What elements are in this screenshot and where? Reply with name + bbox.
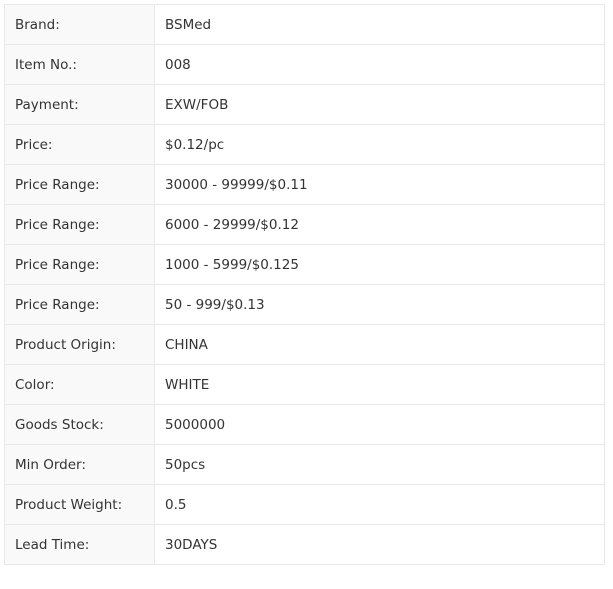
spec-value: EXW/FOB [154, 84, 605, 125]
spec-value: 008 [154, 44, 605, 85]
specs-body: Brand: BSMed Item No.: 008 Payment: EXW/FOB Pr… [4, 4, 605, 565]
spec-label: Payment: [4, 84, 155, 125]
spec-row: Product Origin: CHINA [4, 324, 605, 365]
spec-row: Price Range: 50 - 999/$0.13 [4, 284, 605, 325]
spec-row: Payment: EXW/FOB [4, 84, 605, 125]
spec-row: Price Range: 1000 - 5999/$0.125 [4, 244, 605, 285]
spec-label: Price Range: [4, 244, 155, 285]
spec-value: 5000000 [154, 404, 605, 445]
spec-label: Goods Stock: [4, 404, 155, 445]
spec-value: 6000 - 29999/$0.12 [154, 204, 605, 245]
spec-value: WHITE [154, 364, 605, 405]
spec-label: Price Range: [4, 284, 155, 325]
spec-row: Price Range: 6000 - 29999/$0.12 [4, 204, 605, 245]
spec-value: 50pcs [154, 444, 605, 485]
spec-label: Product Origin: [4, 324, 155, 365]
spec-label: Brand: [4, 4, 155, 45]
product-specs-table: Brand: BSMed Item No.: 008 Payment: EXW/FOB Pr… [4, 4, 605, 565]
spec-row: Item No.: 008 [4, 44, 605, 85]
spec-value: 0.5 [154, 484, 605, 525]
spec-value: 1000 - 5999/$0.125 [154, 244, 605, 285]
spec-value: 30000 - 99999/$0.11 [154, 164, 605, 205]
spec-value: $0.12/pc [154, 124, 605, 165]
spec-row: Product Weight: 0.5 [4, 484, 605, 525]
spec-label: Lead Time: [4, 524, 155, 565]
spec-value: CHINA [154, 324, 605, 365]
spec-value: 50 - 999/$0.13 [154, 284, 605, 325]
spec-row: Goods Stock: 5000000 [4, 404, 605, 445]
spec-value: 30DAYS [154, 524, 605, 565]
spec-label: Price: [4, 124, 155, 165]
spec-row: Min Order: 50pcs [4, 444, 605, 485]
spec-row: Price: $0.12/pc [4, 124, 605, 165]
spec-label: Price Range: [4, 204, 155, 245]
spec-label: Item No.: [4, 44, 155, 85]
spec-row: Price Range: 30000 - 99999/$0.11 [4, 164, 605, 205]
spec-label: Color: [4, 364, 155, 405]
spec-row: Brand: BSMed [4, 4, 605, 45]
spec-value: BSMed [154, 4, 605, 45]
spec-label: Min Order: [4, 444, 155, 485]
spec-row: Lead Time: 30DAYS [4, 524, 605, 565]
spec-label: Product Weight: [4, 484, 155, 525]
spec-label: Price Range: [4, 164, 155, 205]
spec-row: Color: WHITE [4, 364, 605, 405]
